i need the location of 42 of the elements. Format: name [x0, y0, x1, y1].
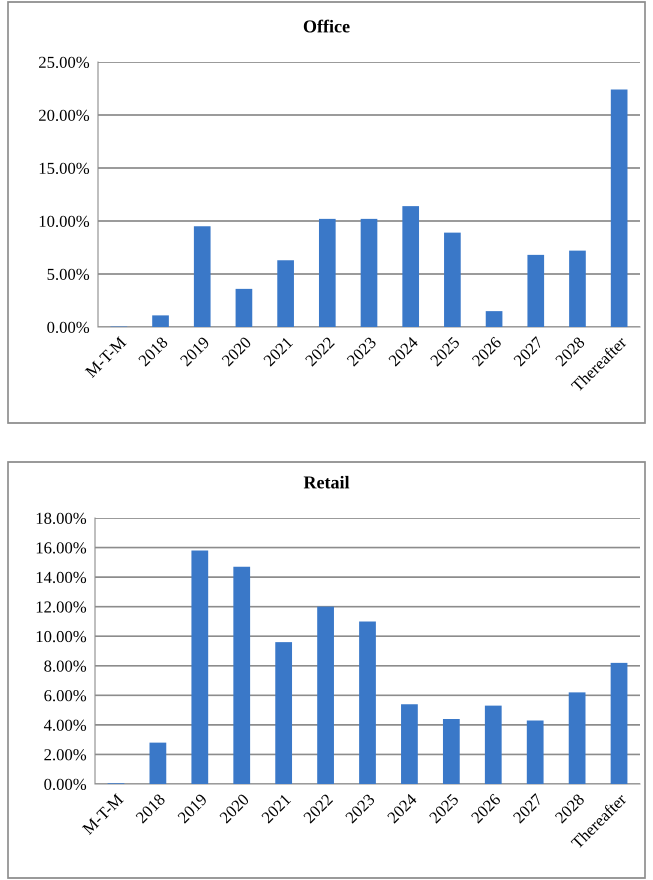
bar	[317, 606, 334, 784]
bar	[527, 254, 544, 327]
bar	[318, 218, 336, 327]
bar	[233, 566, 250, 784]
y-tick-label: 0.00%	[44, 778, 86, 790]
y-tick-label: 25.00%	[39, 56, 90, 68]
y-tick-label: 14.00%	[36, 572, 86, 584]
bar	[569, 250, 586, 327]
y-tick-label: 10.00%	[40, 216, 90, 228]
y-tick-label: 16.00%	[36, 542, 86, 554]
bar	[401, 704, 418, 784]
y-tick-label: 15.00%	[40, 162, 90, 174]
bar	[236, 288, 252, 327]
bar	[610, 662, 628, 784]
bar	[275, 642, 292, 784]
y-tick-label: 10.00%	[36, 630, 86, 642]
bar	[191, 550, 208, 784]
bar	[568, 692, 586, 784]
bar	[526, 720, 544, 784]
y-tick-label: 2.00%	[44, 749, 86, 760]
y-tick-label: 8.00%	[44, 660, 86, 672]
bar	[442, 718, 460, 784]
bar	[150, 742, 166, 784]
bar	[402, 206, 420, 327]
y-tick-label: 12.00%	[36, 601, 86, 613]
y-tick-label: 0.00%	[47, 322, 90, 334]
chart-title: Office	[304, 20, 350, 33]
bar	[194, 226, 211, 327]
y-tick-label: 6.00%	[44, 690, 86, 702]
y-tick-label: 20.00%	[39, 110, 90, 122]
bar	[444, 232, 461, 327]
chart-title: Retail	[304, 476, 350, 489]
bar	[484, 706, 502, 784]
bar	[486, 311, 502, 327]
y-tick-label: 4.00%	[44, 720, 86, 731]
bar	[360, 218, 378, 327]
bar	[152, 315, 169, 327]
bar	[277, 260, 294, 327]
bar	[359, 621, 376, 784]
y-tick-label: 5.00%	[48, 268, 90, 280]
bar	[610, 90, 628, 327]
y-tick-label: 18.00%	[36, 512, 86, 524]
